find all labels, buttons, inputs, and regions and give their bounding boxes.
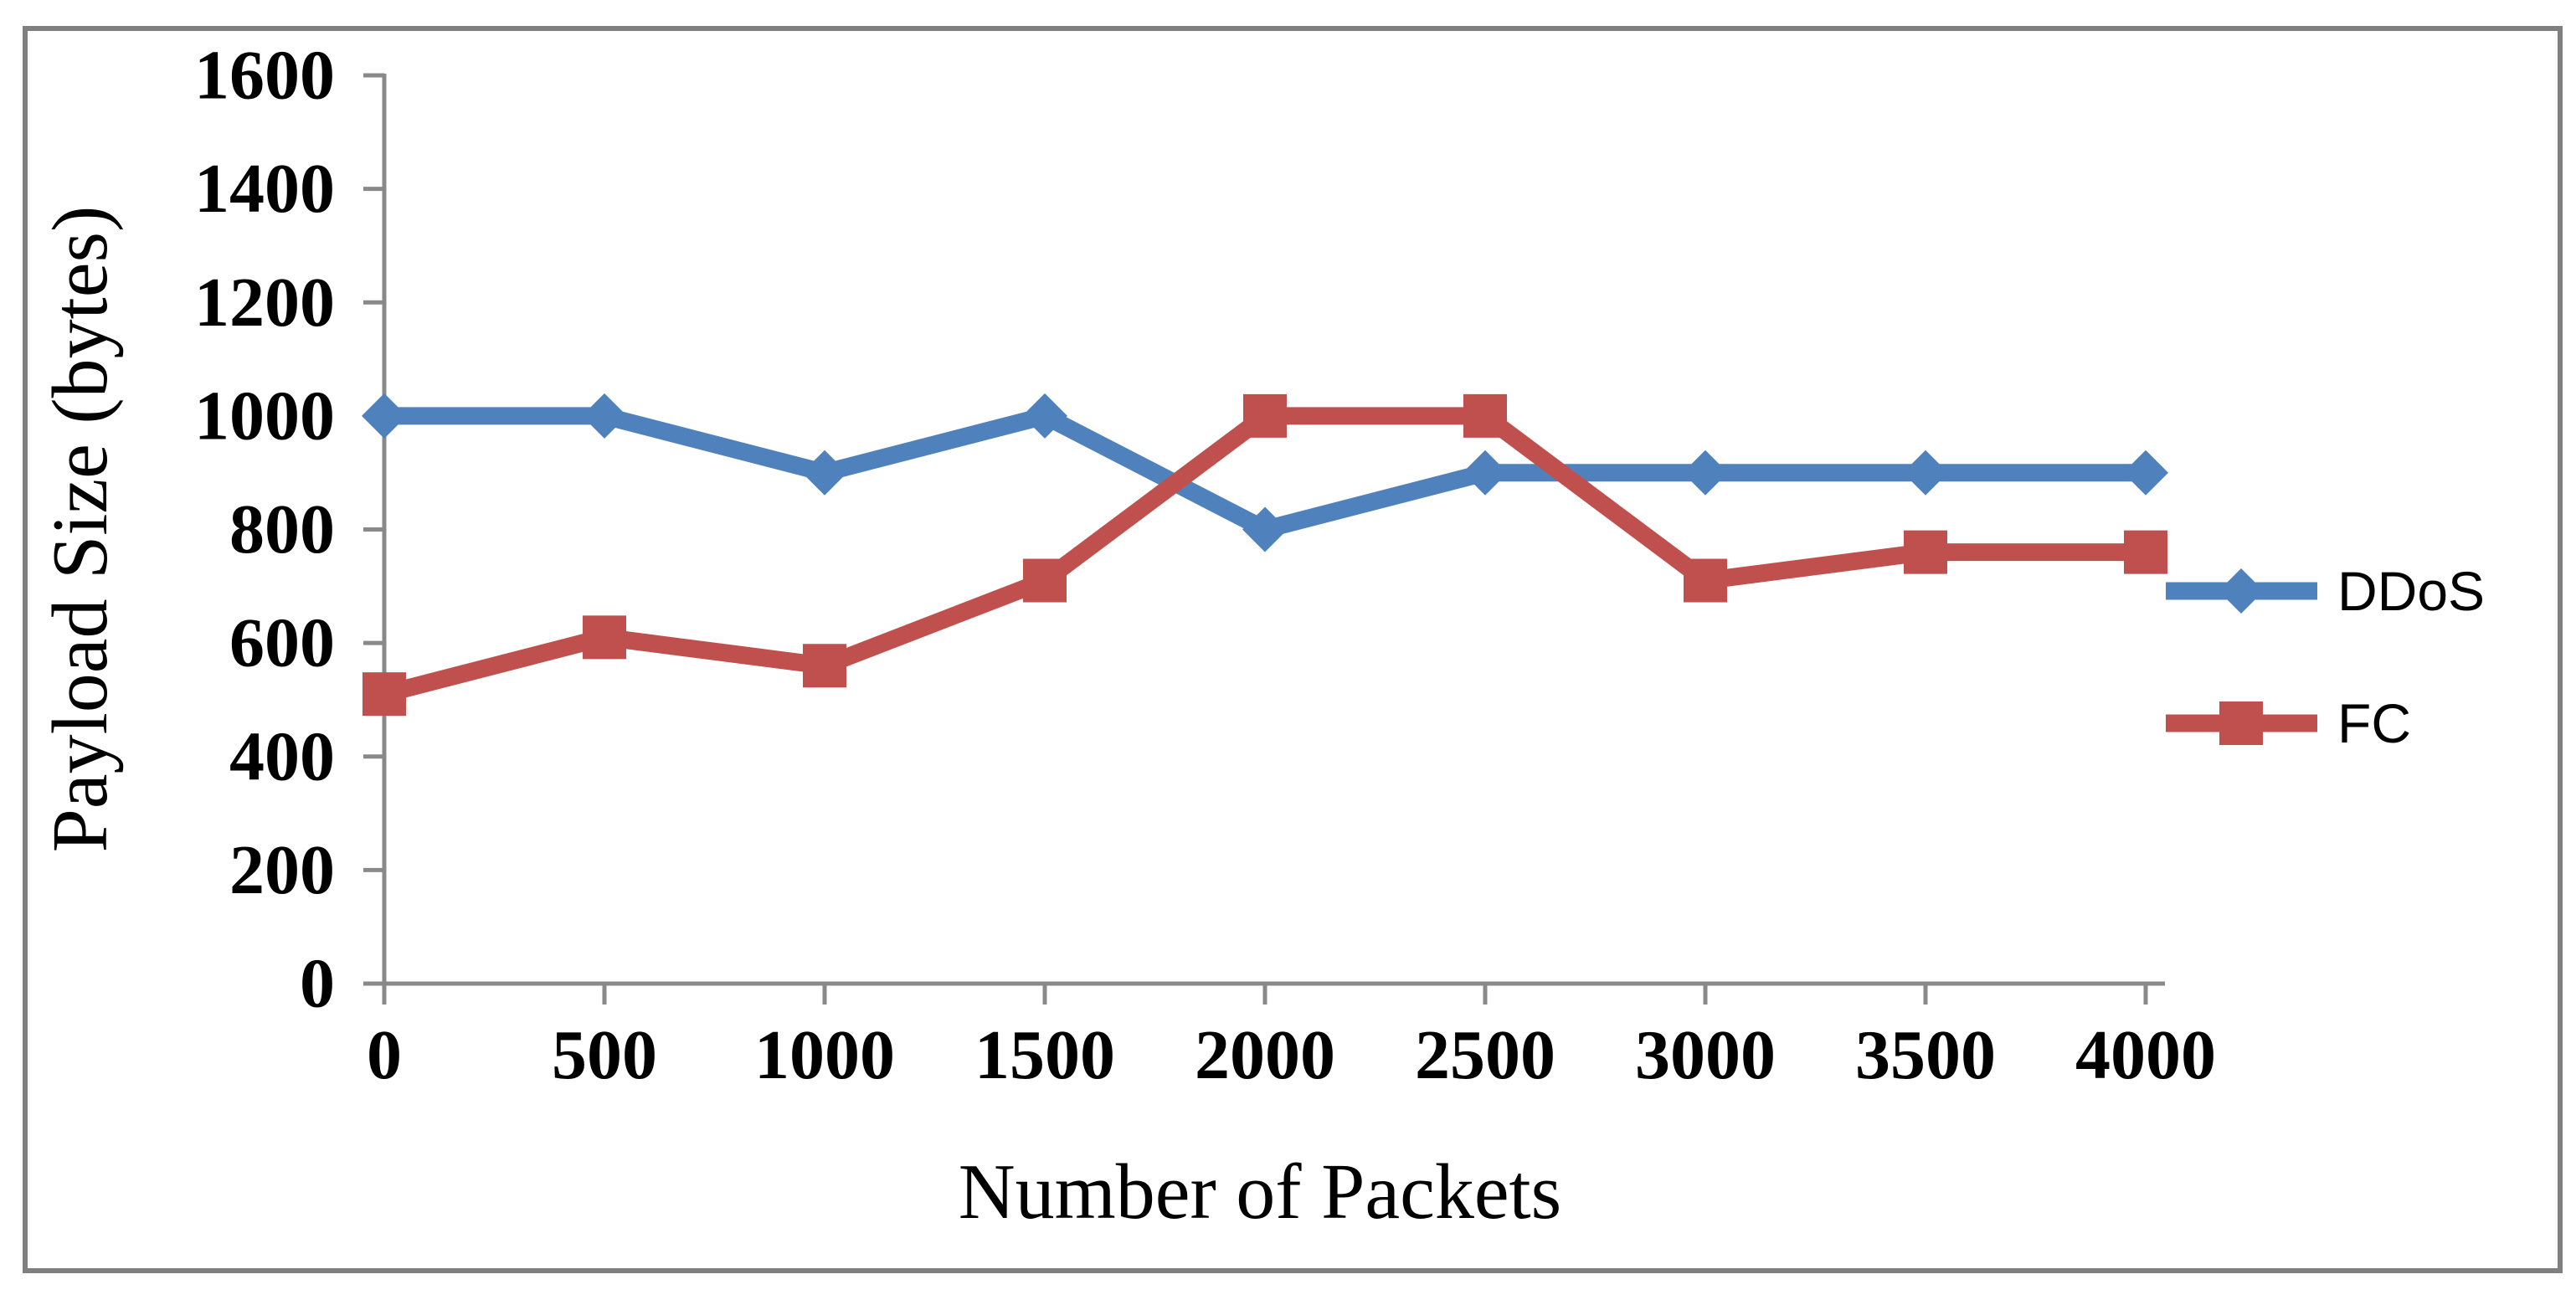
fc-marker-square bbox=[1023, 558, 1067, 603]
fc-marker-square bbox=[2124, 530, 2167, 574]
x-axis-tick-label: 2500 bbox=[1415, 1016, 1555, 1094]
fc-marker-square bbox=[362, 672, 406, 717]
figure-border bbox=[23, 26, 2563, 1273]
x-axis-tick-label: 1500 bbox=[974, 1016, 1115, 1094]
y-axis-tick-label: 1600 bbox=[194, 37, 335, 115]
fc-marker-square bbox=[1904, 530, 1947, 574]
fc-marker-square bbox=[1684, 558, 1727, 603]
x-axis-tick-label: 500 bbox=[552, 1016, 657, 1094]
x-axis-tick-label: 3000 bbox=[1635, 1016, 1776, 1094]
ddos-marker-diamond bbox=[802, 450, 847, 496]
ddos-marker-diamond bbox=[1022, 393, 1067, 439]
legend-ddos-marker-icon bbox=[2219, 568, 2264, 614]
y-axis-tick-label: 1000 bbox=[194, 377, 335, 455]
y-axis-tick-label: 600 bbox=[229, 604, 335, 682]
ddos-marker-diamond bbox=[2123, 450, 2168, 496]
y-axis-tick-label: 0 bbox=[300, 945, 335, 1023]
y-axis-tick-label: 1400 bbox=[194, 150, 335, 228]
x-axis-tick-label: 3500 bbox=[1855, 1016, 1996, 1094]
y-axis-tick-label: 200 bbox=[229, 831, 335, 909]
x-axis-tick-label: 0 bbox=[367, 1016, 402, 1094]
y-axis-tick-label: 800 bbox=[229, 491, 335, 568]
x-axis-tick-label: 1000 bbox=[754, 1016, 895, 1094]
y-axis-title: Payload Size (bytes) bbox=[37, 206, 124, 853]
ddos-marker-diamond bbox=[1463, 450, 1508, 496]
legend-label-fc: FC bbox=[2337, 692, 2411, 754]
ddos-marker-diamond bbox=[582, 393, 627, 439]
ddos-marker-diamond bbox=[362, 393, 407, 439]
x-axis-title: Number of Packets bbox=[959, 1148, 1561, 1236]
x-axis-tick-label: 4000 bbox=[2075, 1016, 2216, 1094]
x-axis-tick-label: 2000 bbox=[1195, 1016, 1335, 1094]
fc-marker-square bbox=[1243, 393, 1287, 438]
fc-marker-square bbox=[583, 615, 626, 660]
fc-marker-square bbox=[803, 644, 846, 688]
ddos-marker-diamond bbox=[1683, 450, 1728, 496]
fc-marker-square bbox=[1463, 393, 1507, 438]
ddos-marker-diamond bbox=[1242, 506, 1288, 552]
ddos-marker-diamond bbox=[1903, 450, 1948, 496]
legend-label-ddos: DDoS bbox=[2337, 560, 2485, 622]
legend-fc-marker-icon bbox=[2219, 701, 2263, 745]
y-axis-tick-label: 400 bbox=[229, 717, 335, 795]
y-axis-tick-label: 1200 bbox=[194, 264, 335, 342]
